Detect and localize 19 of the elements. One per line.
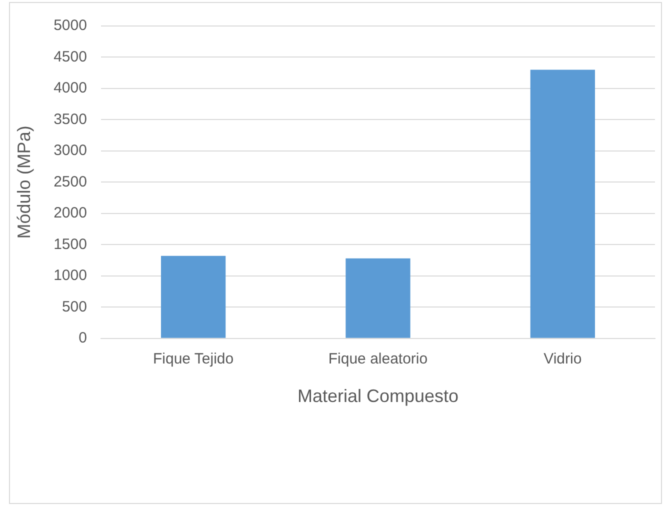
x-tick-label: Fique Tejido bbox=[152, 350, 234, 368]
y-tick-label: 5000 bbox=[54, 17, 87, 34]
bar bbox=[346, 258, 410, 338]
y-tick-label: 2500 bbox=[54, 173, 87, 190]
bar bbox=[160, 256, 226, 338]
y-tick-label: 500 bbox=[62, 298, 87, 316]
y-tick-label: 1000 bbox=[54, 267, 87, 284]
y-tick-label: 2000 bbox=[54, 204, 87, 222]
y-tick-label: 4000 bbox=[54, 80, 87, 97]
x-tick-label: Fique aleatorio bbox=[328, 350, 428, 368]
bar bbox=[530, 70, 595, 338]
y-axis-title: Módulo (MPa) bbox=[14, 126, 34, 239]
y-tick-label: 3000 bbox=[54, 142, 87, 160]
x-tick-label: Vidrio bbox=[544, 350, 582, 368]
x-axis-title: Material Compuesto bbox=[297, 386, 459, 406]
y-tick-label: 3500 bbox=[54, 110, 87, 128]
y-tick-label: 1500 bbox=[54, 236, 87, 253]
y-tick-label: 4500 bbox=[54, 48, 87, 66]
y-tick-label: 0 bbox=[78, 330, 87, 347]
